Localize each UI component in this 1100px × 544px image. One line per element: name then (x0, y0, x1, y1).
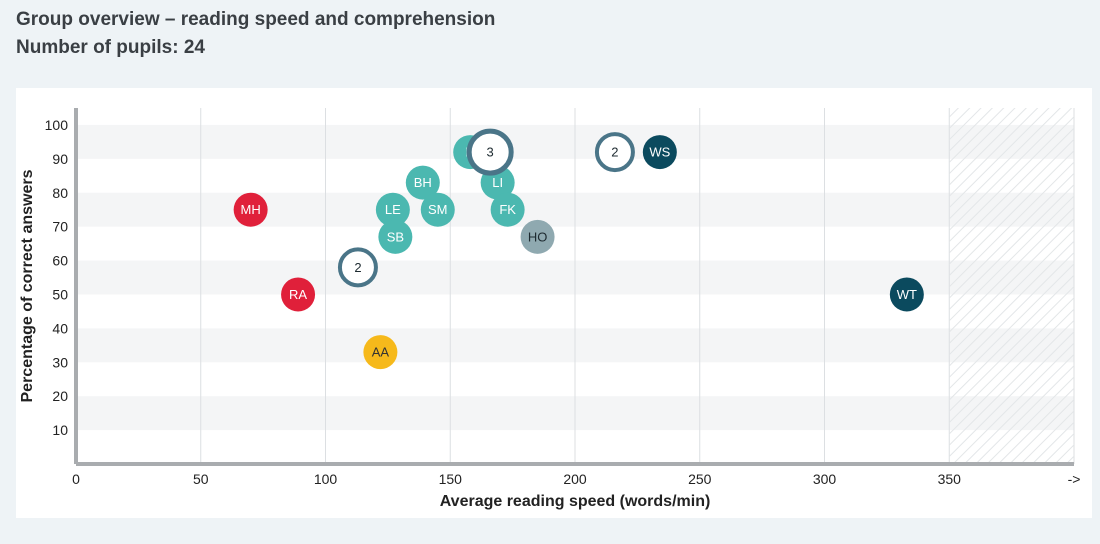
y-tick-label: 10 (52, 422, 68, 438)
point-label: SB (387, 229, 404, 244)
y-tick-label: 20 (52, 388, 68, 404)
x-tick-label: 200 (563, 471, 587, 487)
x-tick-label: 0 (72, 471, 80, 487)
point-label: MH (241, 202, 261, 217)
y-tick-label: 50 (52, 286, 68, 302)
point-label: FK (499, 202, 516, 217)
point-label: LE (385, 202, 401, 217)
pupil-point (233, 192, 268, 227)
x-tick-label: -> (1068, 471, 1081, 487)
pupil-point (642, 135, 677, 170)
point-label: 2 (354, 260, 361, 275)
point-label: WS (649, 145, 670, 160)
pupil-point (378, 219, 413, 254)
chart-title: Group overview – reading speed and compr… (16, 9, 496, 30)
pupil-point (375, 192, 410, 227)
point-label: 3 (487, 145, 494, 160)
pupil-point (889, 277, 924, 312)
y-tick-label: 40 (52, 320, 68, 336)
pupil-point (420, 192, 455, 227)
pupil-point (520, 219, 555, 254)
x-axis-label: Average reading speed (words/min) (440, 493, 711, 510)
y-axis-label: Percentage of correct answers (19, 169, 36, 402)
x-tick-label: 100 (314, 471, 338, 487)
pupil-count: Number of pupils: 24 (16, 37, 205, 58)
y-tick-label: 90 (52, 151, 68, 167)
pupil-point (363, 335, 398, 370)
x-tick-label: 300 (813, 471, 837, 487)
y-tick-label: 30 (52, 354, 68, 370)
y-tick-label: 100 (45, 117, 69, 133)
y-tick-label: 80 (52, 185, 68, 201)
group-point (594, 132, 635, 173)
point-label: HO (528, 229, 548, 244)
shaded-region (949, 108, 1074, 464)
group-point (466, 128, 514, 176)
point-label: 2 (611, 145, 618, 160)
scatter-chart: 0 50 100 150 200 250 300 350 -> 10 20 30 40 50 60 70 80 9… (19, 108, 1081, 510)
pupil-point (490, 192, 525, 227)
chart-header: Group overview – reading speed and compr… (16, 6, 495, 62)
y-tick-label: 60 (52, 253, 68, 269)
pupil-point (405, 165, 440, 200)
point-label: BH (414, 175, 432, 190)
group-point (337, 247, 378, 288)
x-tick-label: 350 (938, 471, 962, 487)
x-tick-label: 150 (439, 471, 463, 487)
chart-card: 0 50 100 150 200 250 300 350 -> 10 20 30 40 50 60 70 80 9… (16, 88, 1092, 518)
point-label: RA (289, 287, 307, 302)
point-label: SM (428, 202, 448, 217)
y-tick-label: 70 (52, 219, 68, 235)
point-label: LI (492, 175, 503, 190)
pupil-point (281, 277, 316, 312)
x-tick-label: 50 (193, 471, 209, 487)
point-label: AA (372, 345, 390, 360)
point-label: WT (897, 287, 917, 302)
x-tick-label: 250 (688, 471, 712, 487)
